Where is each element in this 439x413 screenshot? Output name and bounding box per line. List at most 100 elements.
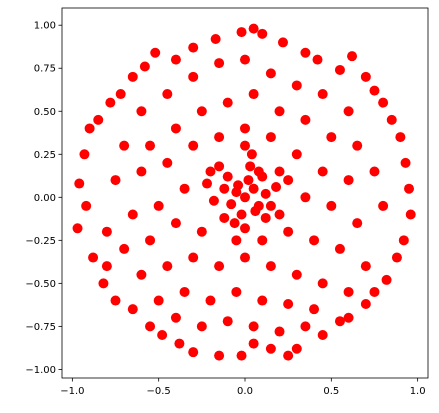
point <box>170 123 181 134</box>
point <box>110 175 121 186</box>
point <box>127 71 138 82</box>
point <box>326 200 337 211</box>
point <box>98 278 109 289</box>
point <box>219 212 230 223</box>
point <box>222 97 233 108</box>
point <box>277 37 288 48</box>
point <box>222 316 233 327</box>
point <box>250 206 261 217</box>
point <box>291 149 302 160</box>
y-tick-label: −0.25 <box>25 236 56 247</box>
point <box>257 235 268 246</box>
point <box>248 338 259 349</box>
point <box>312 54 323 65</box>
point <box>240 54 250 65</box>
point <box>127 209 138 220</box>
point <box>136 106 147 117</box>
point <box>101 261 112 272</box>
y-tick-label: 0.50 <box>34 107 56 118</box>
point <box>274 106 285 117</box>
point <box>222 171 233 182</box>
point <box>248 89 259 100</box>
point <box>214 161 225 172</box>
point <box>179 286 190 297</box>
point <box>174 338 185 349</box>
point <box>231 235 242 246</box>
point <box>260 212 271 223</box>
y-tick-label: −0.50 <box>25 279 56 290</box>
point <box>291 343 302 354</box>
point <box>317 89 328 100</box>
point <box>188 347 199 358</box>
point <box>343 175 354 186</box>
point <box>300 47 311 58</box>
point <box>236 209 247 220</box>
point <box>139 61 150 72</box>
point <box>145 321 156 332</box>
point <box>219 183 230 194</box>
point <box>231 286 242 297</box>
x-tick-label: 0.5 <box>323 386 339 397</box>
point <box>145 140 156 151</box>
point <box>162 157 173 168</box>
point <box>283 299 294 309</box>
point <box>398 235 409 246</box>
point <box>309 235 320 246</box>
point <box>343 312 354 323</box>
point <box>248 321 259 332</box>
point <box>196 321 207 332</box>
point <box>240 192 250 203</box>
point <box>369 166 380 177</box>
point <box>81 200 92 211</box>
point <box>248 183 259 194</box>
point <box>127 304 138 315</box>
point <box>300 192 311 203</box>
point <box>300 114 311 125</box>
point <box>210 33 221 44</box>
point <box>274 209 285 220</box>
point <box>208 195 219 206</box>
point <box>317 166 328 177</box>
point <box>157 329 168 340</box>
point <box>205 295 216 306</box>
point <box>291 80 302 91</box>
point <box>405 209 416 220</box>
y-tick-label: −0.75 <box>25 322 56 333</box>
x-tick-label: −1.0 <box>60 386 84 397</box>
point <box>243 175 254 186</box>
point <box>400 157 411 168</box>
point <box>101 226 112 237</box>
point <box>179 183 190 194</box>
point <box>283 226 294 237</box>
point <box>188 71 199 82</box>
point <box>260 188 271 199</box>
point <box>119 243 130 254</box>
point <box>233 180 244 191</box>
point <box>381 274 392 285</box>
point <box>214 350 225 361</box>
point <box>188 252 199 263</box>
point <box>253 166 264 177</box>
point <box>369 85 380 96</box>
point <box>105 97 116 108</box>
point <box>72 223 83 234</box>
point <box>153 200 164 211</box>
point <box>391 252 402 263</box>
point <box>74 178 85 189</box>
point <box>378 97 389 108</box>
point <box>369 286 380 297</box>
point <box>274 166 285 177</box>
point <box>265 343 276 354</box>
point <box>214 132 225 143</box>
point <box>326 132 337 143</box>
point <box>162 89 173 100</box>
y-tick-label: 0.75 <box>34 64 56 75</box>
point <box>188 140 199 151</box>
point <box>196 226 207 237</box>
point <box>119 140 130 151</box>
point <box>153 295 164 306</box>
point <box>93 114 104 125</box>
point <box>88 252 99 263</box>
point <box>246 149 257 160</box>
point <box>257 28 268 39</box>
